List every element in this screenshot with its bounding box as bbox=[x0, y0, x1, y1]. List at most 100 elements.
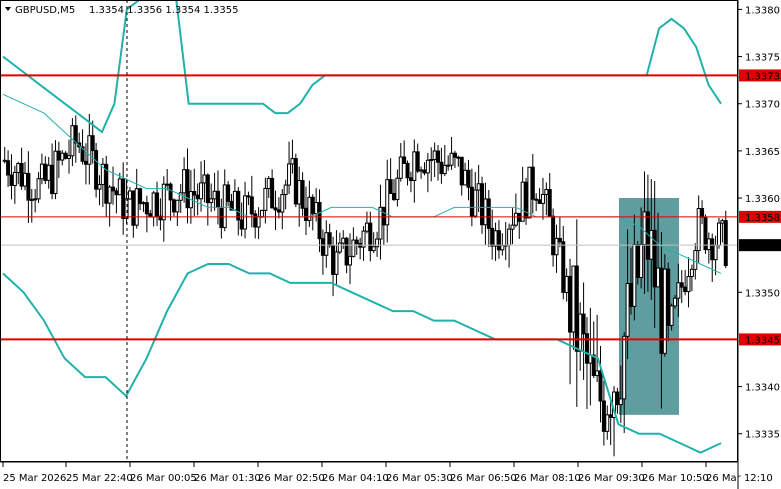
candle bbox=[703, 214, 708, 254]
candle bbox=[561, 225, 566, 300]
x-tick-label: 26 Mar 00:05 bbox=[130, 473, 197, 484]
candle bbox=[581, 282, 586, 380]
level-price-label: 1.3345 bbox=[745, 335, 780, 346]
x-tick-label: 26 Mar 12:10 bbox=[706, 473, 773, 484]
candle bbox=[622, 331, 627, 433]
candle bbox=[53, 140, 58, 200]
candle bbox=[354, 236, 359, 255]
candle bbox=[375, 231, 380, 257]
candle bbox=[605, 405, 610, 440]
candle bbox=[429, 147, 434, 182]
band-lower-line bbox=[2, 263, 722, 454]
x-tick-label: 26 Mar 06:50 bbox=[450, 473, 517, 484]
y-axis-ticks: 1.33801.33751.33701.33651.33601.33501.33… bbox=[738, 5, 780, 441]
x-tick-label: 25 Mar 22:40 bbox=[66, 473, 133, 484]
candle bbox=[361, 226, 366, 261]
candle bbox=[6, 150, 11, 187]
y-tick-label: 1.3375 bbox=[745, 53, 780, 64]
candle bbox=[178, 183, 183, 214]
candle bbox=[473, 172, 478, 219]
candle bbox=[161, 176, 166, 242]
candle bbox=[398, 142, 403, 182]
candle bbox=[26, 151, 31, 223]
candle bbox=[551, 208, 556, 267]
candle bbox=[222, 169, 227, 232]
candle bbox=[696, 195, 701, 263]
candle bbox=[236, 187, 241, 236]
candle bbox=[347, 233, 352, 285]
candle bbox=[36, 172, 41, 203]
chart-ohlc-label: 1.3354 1.3356 1.3354 1.3355 bbox=[89, 5, 239, 16]
candle bbox=[344, 237, 349, 274]
candle bbox=[94, 142, 99, 198]
candle bbox=[388, 158, 393, 194]
candle bbox=[527, 166, 532, 219]
x-tick-label: 26 Mar 08:10 bbox=[514, 473, 581, 484]
y-tick-label: 1.3370 bbox=[745, 100, 780, 111]
candle bbox=[672, 295, 677, 309]
candle bbox=[405, 160, 410, 186]
candle bbox=[662, 254, 667, 357]
candle bbox=[466, 159, 471, 201]
y-tick-label: 1.3340 bbox=[745, 383, 780, 394]
candle bbox=[686, 257, 691, 308]
horizontal-levels bbox=[0, 74, 738, 341]
candle bbox=[554, 224, 559, 273]
candle bbox=[144, 195, 149, 233]
candle bbox=[337, 232, 342, 254]
candle bbox=[442, 144, 447, 177]
candle bbox=[104, 155, 109, 217]
y-tick-label: 1.3380 bbox=[745, 5, 780, 16]
candle bbox=[368, 211, 373, 262]
candle bbox=[452, 150, 457, 168]
level-price-label: 1.3373 bbox=[745, 71, 780, 82]
candle bbox=[134, 168, 139, 229]
candle bbox=[283, 179, 288, 210]
candle bbox=[496, 220, 501, 259]
candle bbox=[287, 141, 292, 195]
candle bbox=[385, 159, 390, 243]
candle bbox=[185, 148, 190, 224]
candle bbox=[425, 152, 430, 193]
candle bbox=[618, 365, 623, 424]
candle bbox=[676, 263, 681, 318]
candle bbox=[334, 230, 339, 285]
candle bbox=[327, 223, 332, 248]
candle bbox=[273, 190, 278, 230]
candle bbox=[263, 177, 268, 224]
y-tick-label: 1.3350 bbox=[745, 288, 780, 299]
candle bbox=[669, 303, 674, 331]
candle bbox=[97, 175, 102, 206]
candle bbox=[270, 169, 275, 209]
current-price-badge bbox=[739, 239, 781, 252]
chart-menu-triangle-icon[interactable] bbox=[5, 7, 11, 11]
candle bbox=[584, 317, 589, 409]
candle bbox=[449, 136, 454, 170]
candle bbox=[199, 161, 204, 212]
candle bbox=[243, 181, 248, 239]
candle bbox=[557, 217, 562, 248]
y-tick-label: 1.3335 bbox=[745, 430, 780, 441]
candle bbox=[67, 139, 72, 174]
level-price-badge bbox=[739, 333, 781, 346]
x-tick-label: 26 Mar 09:30 bbox=[578, 473, 645, 484]
candle bbox=[415, 143, 420, 174]
candle bbox=[530, 153, 535, 214]
candle bbox=[300, 172, 305, 216]
x-tick-label: 26 Mar 05:30 bbox=[386, 473, 453, 484]
candle bbox=[547, 172, 552, 217]
candle bbox=[90, 120, 95, 164]
candle bbox=[371, 232, 376, 253]
candle bbox=[574, 219, 579, 407]
candle bbox=[666, 262, 671, 342]
candle bbox=[175, 199, 180, 226]
candle bbox=[639, 207, 644, 289]
candle bbox=[598, 345, 603, 423]
candle bbox=[351, 227, 356, 258]
y-tick-label: 1.3360 bbox=[745, 194, 780, 205]
level-price-badge bbox=[739, 210, 781, 223]
candle bbox=[540, 177, 545, 220]
candle bbox=[591, 321, 596, 378]
candle bbox=[226, 180, 231, 207]
